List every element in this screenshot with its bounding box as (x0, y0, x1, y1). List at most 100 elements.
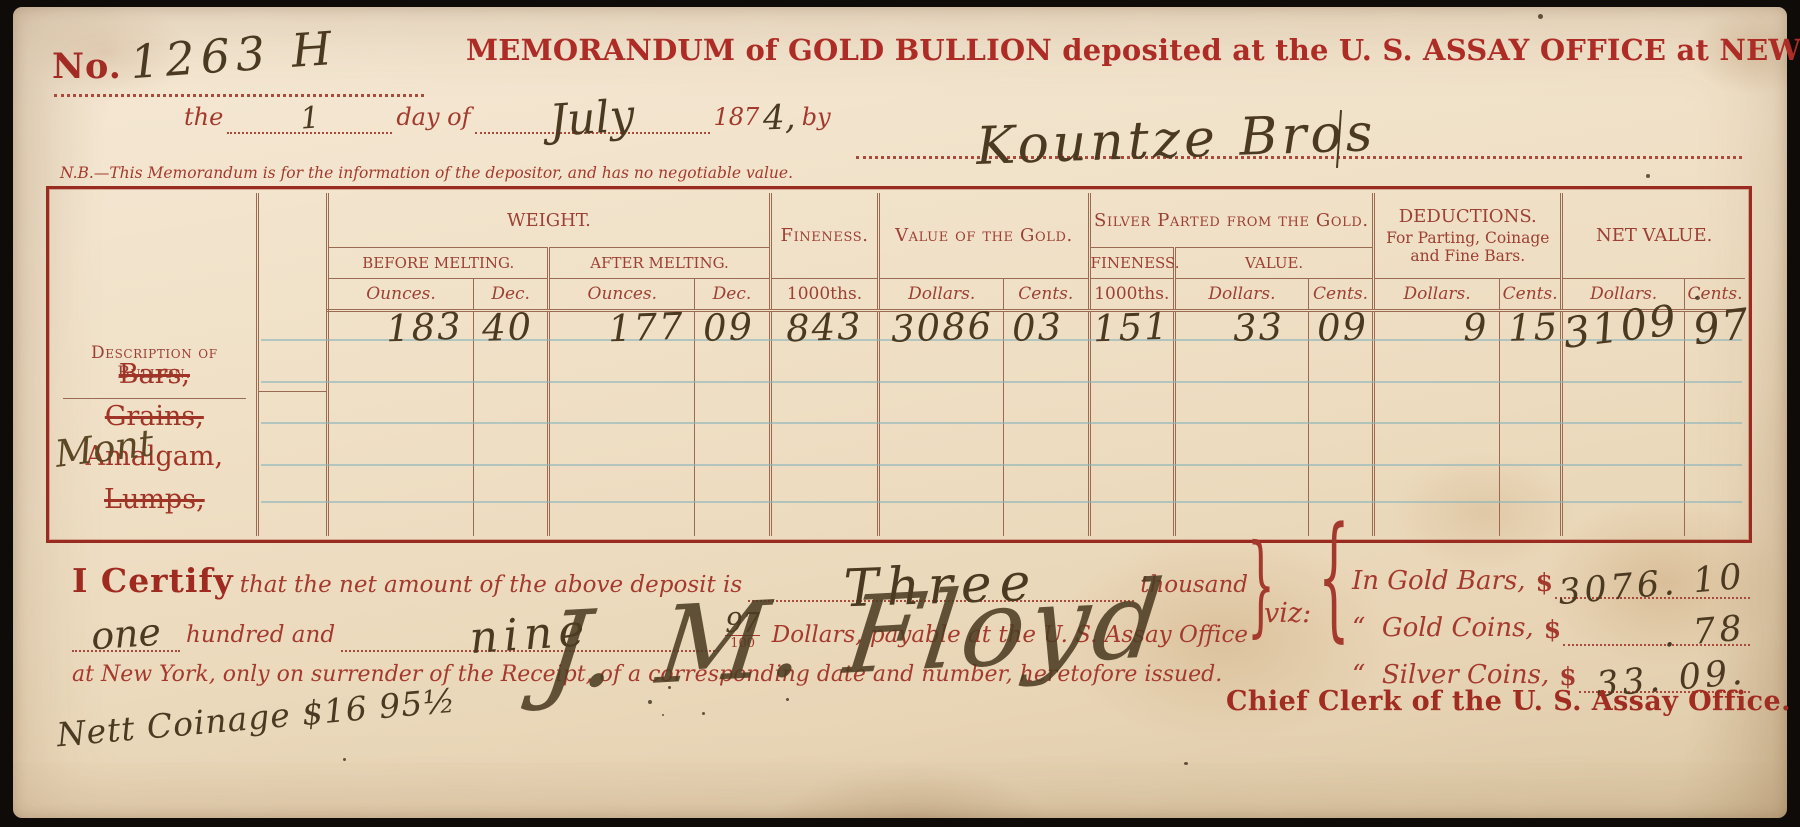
silver-cents-header: Cents. (1307, 278, 1374, 312)
gold-cents-value: 03 (1011, 305, 1064, 350)
dollar-sign: $ (1535, 568, 1553, 597)
cents-numerator: 97 (725, 608, 760, 639)
gold-dollars-header: Dollars. (877, 278, 1004, 312)
before-dec-value: 40 (481, 305, 534, 350)
dollar-sign: $ (1559, 662, 1577, 691)
document-title: MEMORANDUM of GOLD BULLION deposited at … (466, 33, 1800, 67)
stain-speck (786, 698, 789, 701)
list-item-gold-coins: “ Gold Coins, $ . 78 (1352, 599, 1750, 656)
cell-gold-dollars: 3086 (877, 304, 1004, 536)
day-value: 1 (299, 100, 321, 137)
year-printed: 187 (713, 103, 760, 131)
before-ounces-header: Ounces. (326, 278, 474, 312)
deduction-cents-header: Cents. (1498, 278, 1562, 312)
deductions-header: DEDUCTIONS. For Parting, Coinage and Fin… (1372, 193, 1562, 279)
hundred-label: hundred and (186, 622, 336, 648)
silver-parted-header: Silver Parted from the Gold. (1087, 193, 1374, 248)
bullion-table-frame: Description of Bullion. Bars, Grains, Am… (46, 186, 1753, 543)
certify-line-1: I Certify that the net amount of the abo… (72, 553, 1254, 620)
gold-cents-header: Cents. (1003, 278, 1090, 312)
bullion-table: Description of Bullion. Bars, Grains, Am… (53, 193, 1753, 536)
certify-label: I Certify (72, 561, 234, 600)
cents-fraction: 97 100 (719, 610, 765, 652)
blank-column (255, 193, 328, 536)
description-item-bars: Bars, (118, 359, 190, 390)
stain-speck (648, 700, 652, 704)
thousands-blank: Three (748, 553, 1135, 619)
gold-coins-amount: . 78 (1661, 608, 1748, 656)
before-ounces-value: 183 (385, 304, 464, 351)
certification-paragraph: I Certify that the net amount of the abo… (72, 553, 1254, 687)
after-ounces-header: Ounces. (547, 278, 695, 312)
cell-gold-cents: 03 (1003, 305, 1090, 536)
certify-line1-text: that the net amount of the above deposit… (239, 572, 743, 598)
stain-speck (1646, 174, 1650, 178)
silver-value-header: VALUE. (1173, 247, 1374, 279)
stain-speck (1695, 296, 1700, 300)
gold-coins-label: “ Gold Coins, (1352, 613, 1534, 643)
payment-breakdown-list: In Gold Bars, $ 3076. 10 “ Gold Coins, $… (1352, 552, 1750, 705)
net-value-header: NET VALUE. (1560, 193, 1745, 279)
cell-net-cents: 97 (1684, 299, 1753, 536)
cell-before-ounces: 183 (326, 305, 474, 536)
description-item-amalgam: Amalgam, (85, 441, 224, 472)
gold-bars-amount-line: 3076. 10 (1554, 557, 1750, 613)
gold-dollars-value: 3086 (890, 304, 994, 351)
brace-right: } (1247, 521, 1275, 650)
description-item-grains: Grains, (104, 401, 204, 432)
depositor-name: Kountze Bros (975, 103, 1378, 177)
net-dollars-header: Dollars. (1560, 278, 1685, 312)
document-number-block: No. 1263 H (52, 21, 482, 104)
fineness-thousandths-header: 1000ths. (768, 278, 879, 312)
stain-speck (1538, 14, 1543, 19)
silver-dollars-value: 33 (1231, 305, 1285, 350)
deduction-dollars-header: Dollars. (1372, 278, 1500, 312)
nett-coinage-note: Nett Coinage $16 95½ (55, 680, 458, 755)
cents-denominator: 100 (725, 635, 760, 650)
blank-column-rule (258, 338, 327, 392)
cell-before-dec: 40 (472, 305, 549, 536)
stain-speck (668, 686, 671, 689)
month-value: July (547, 90, 637, 147)
hundreds-blank: one (72, 610, 180, 658)
nb-note: N.B.—This Memorandum is for the informat… (60, 164, 794, 182)
cell-deduction-dollars: 9 (1372, 306, 1500, 536)
fineness-value: 843 (785, 304, 864, 351)
cell-silver-dollars: 33 (1173, 305, 1309, 536)
chief-clerk-title: Chief Clerk of the U. S. Assay Office. (1226, 686, 1791, 717)
depositor-line: Kountze Bros (856, 103, 1742, 177)
cell-fineness: 843 (768, 305, 879, 536)
silver-coins-label: “ Silver Coins, (1352, 660, 1550, 690)
silver-dollars-header: Dollars. (1173, 278, 1309, 312)
deduction-cents-value: 15 (1507, 305, 1560, 350)
stain-speck (343, 758, 346, 761)
cell-silver-fineness: 151 (1087, 305, 1175, 536)
amount-hundreds-value: one (89, 609, 163, 659)
day-blank: 1 (227, 100, 393, 137)
net-cents-header: Cents. (1684, 278, 1745, 312)
deductions-title: DEDUCTIONS. (1398, 206, 1537, 228)
after-dec-header: Dec. (694, 278, 771, 312)
gold-coins-amount-line: . 78 (1563, 608, 1750, 656)
brace-left: { (1318, 498, 1350, 656)
cell-net-dollars: 3109 (1560, 295, 1685, 536)
document-number-line (54, 94, 424, 97)
viz-label: viz: (1264, 598, 1312, 629)
certify-line2-text: Dollars, payable at the U. S. Assay Offi… (771, 622, 1248, 648)
silver-cents-value: 09 (1316, 305, 1369, 350)
cell-deduction-cents: 15 (1498, 305, 1562, 536)
document-number-value: 1263 H (128, 20, 340, 90)
thousand-label: thousand (1140, 572, 1248, 598)
value-of-gold-header: Value of the Gold. (877, 193, 1090, 279)
stain-speck (1184, 762, 1188, 765)
year-value: 4, (762, 97, 797, 139)
description-column: Description of Bullion. Bars, Grains, Am… (53, 193, 257, 536)
before-melting-header: BEFORE MELTING. (326, 247, 549, 279)
list-item-silver-coins: “ Silver Coins, $ 33. 09. (1352, 646, 1750, 705)
gold-bars-label: In Gold Bars, (1352, 566, 1526, 596)
stain-speck (662, 714, 664, 716)
dollar-sign: $ (1543, 615, 1562, 644)
silver-fineness-value: 151 (1092, 304, 1171, 351)
fineness-header: Fineness. (768, 193, 879, 279)
description-header: Description of Bullion. (63, 343, 246, 399)
